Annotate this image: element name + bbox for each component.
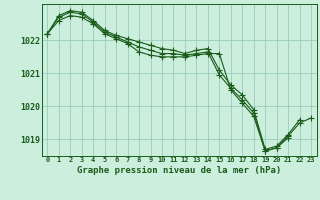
X-axis label: Graphe pression niveau de la mer (hPa): Graphe pression niveau de la mer (hPa)	[77, 166, 281, 175]
